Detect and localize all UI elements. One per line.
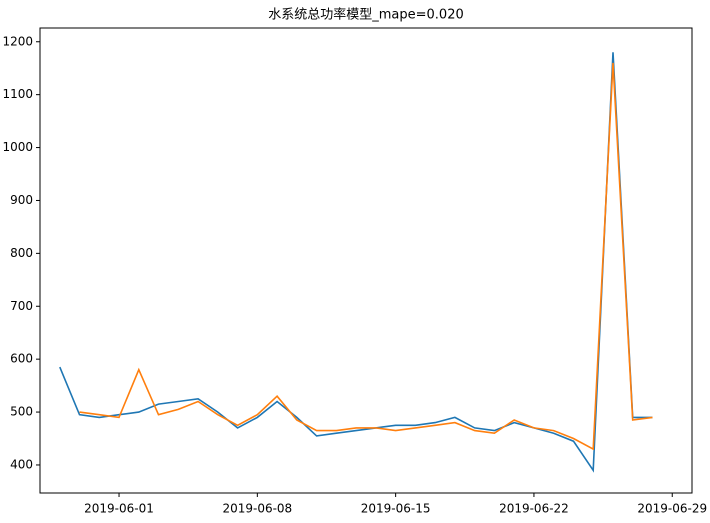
y-tick-label: 800 [10,246,33,260]
y-tick-label: 600 [10,352,33,366]
y-tick-label: 500 [10,405,33,419]
series-line [79,62,653,451]
y-tick-label: 700 [10,299,33,313]
x-tick-label: 2019-06-08 [222,502,292,516]
x-tick-label: 2019-06-15 [361,502,431,516]
y-tick-label: 1200 [2,34,33,48]
y-tick-label: 400 [10,457,33,471]
series-line [59,52,653,473]
plot-frame [39,27,693,494]
y-tick-label: 1100 [2,87,33,101]
chart-title: 水系统总功率模型_mape=0.020 [268,7,464,23]
x-tick-label: 2019-06-22 [499,502,569,516]
y-tick-label: 900 [10,193,33,207]
y-tick-label: 1000 [2,140,33,154]
x-tick-label: 2019-06-29 [637,502,707,516]
x-tick-label: 2019-06-01 [84,502,154,516]
